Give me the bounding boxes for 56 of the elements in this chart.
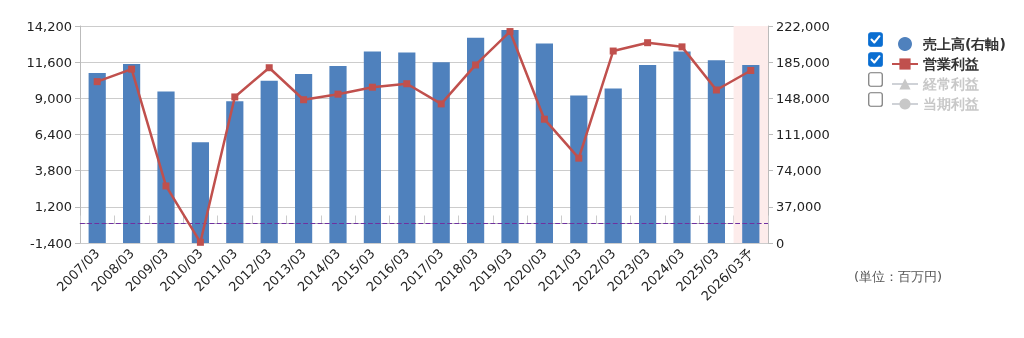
y-tick-label: 6,400 bbox=[34, 127, 72, 142]
y2-tick-label: 111,000 bbox=[776, 127, 830, 142]
y-tick-label: 1,200 bbox=[34, 199, 72, 215]
point bbox=[437, 100, 445, 108]
point bbox=[540, 115, 548, 123]
point bbox=[609, 47, 617, 55]
bar bbox=[329, 66, 347, 243]
point bbox=[747, 67, 755, 75]
y-tick-label: 9,000 bbox=[34, 90, 72, 106]
point bbox=[231, 93, 239, 101]
bar bbox=[191, 142, 209, 243]
point bbox=[300, 96, 308, 104]
bar bbox=[535, 43, 553, 243]
bar bbox=[398, 52, 416, 243]
y2-tick-label: 37,000 bbox=[776, 199, 822, 215]
bar bbox=[570, 95, 588, 243]
point bbox=[403, 80, 411, 88]
point bbox=[128, 65, 136, 73]
bar bbox=[432, 62, 450, 243]
bar bbox=[604, 88, 622, 243]
point bbox=[575, 154, 583, 162]
y2-tick-label: 185,000 bbox=[776, 54, 830, 70]
bar bbox=[260, 80, 278, 243]
bar bbox=[467, 37, 485, 243]
bar bbox=[295, 73, 313, 243]
point bbox=[644, 39, 652, 47]
point bbox=[334, 90, 342, 98]
point bbox=[265, 64, 273, 72]
bar bbox=[639, 65, 657, 243]
legend-label: 営業利益 bbox=[923, 56, 979, 72]
point bbox=[162, 182, 170, 190]
y2-tick-label: 222,000 bbox=[776, 18, 830, 34]
point bbox=[368, 83, 376, 91]
point bbox=[93, 78, 101, 86]
bar bbox=[123, 64, 141, 243]
y-tick-label: -1,400 bbox=[30, 235, 72, 251]
point bbox=[196, 238, 204, 246]
bar bbox=[501, 29, 519, 243]
point bbox=[506, 28, 514, 36]
bar bbox=[157, 91, 175, 243]
y-tick-label: 11,600 bbox=[26, 54, 72, 70]
y-tick-label: 3,800 bbox=[34, 163, 72, 179]
bar bbox=[707, 60, 725, 243]
bar bbox=[88, 72, 106, 243]
text: (単位：百万円) bbox=[854, 269, 943, 284]
point bbox=[712, 86, 720, 94]
bar bbox=[673, 51, 691, 243]
legend-label: 売上高(右軸) bbox=[923, 36, 1006, 52]
point bbox=[678, 43, 686, 51]
y2-tick-label: 74,000 bbox=[776, 163, 822, 179]
point bbox=[472, 61, 480, 69]
y-tick-label: 14,200 bbox=[26, 18, 72, 34]
y2-tick-label: 0 bbox=[776, 235, 785, 251]
y2-tick-label: 148,000 bbox=[776, 90, 830, 106]
bar bbox=[363, 51, 381, 243]
bar bbox=[226, 101, 244, 243]
